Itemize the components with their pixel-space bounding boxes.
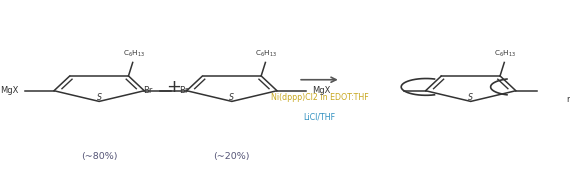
Text: S: S — [97, 93, 101, 102]
Text: Br: Br — [143, 86, 152, 95]
Text: C$_6$H$_{13}$: C$_6$H$_{13}$ — [123, 49, 145, 59]
Text: +: + — [166, 78, 181, 96]
Text: C$_6$H$_{13}$: C$_6$H$_{13}$ — [255, 49, 278, 59]
Text: S: S — [229, 93, 234, 102]
Text: (~20%): (~20%) — [214, 152, 250, 161]
Text: Br: Br — [179, 86, 188, 95]
Text: LiCl/THF: LiCl/THF — [303, 113, 336, 122]
Text: Ni(dppp)Cl2 in EDOT:THF: Ni(dppp)Cl2 in EDOT:THF — [271, 93, 368, 102]
Text: C$_6$H$_{13}$: C$_6$H$_{13}$ — [494, 49, 516, 59]
Text: n: n — [566, 95, 570, 104]
Text: (~80%): (~80%) — [81, 152, 117, 161]
Text: MgX: MgX — [0, 86, 18, 95]
Text: S: S — [468, 93, 473, 102]
Text: MgX: MgX — [312, 86, 331, 95]
